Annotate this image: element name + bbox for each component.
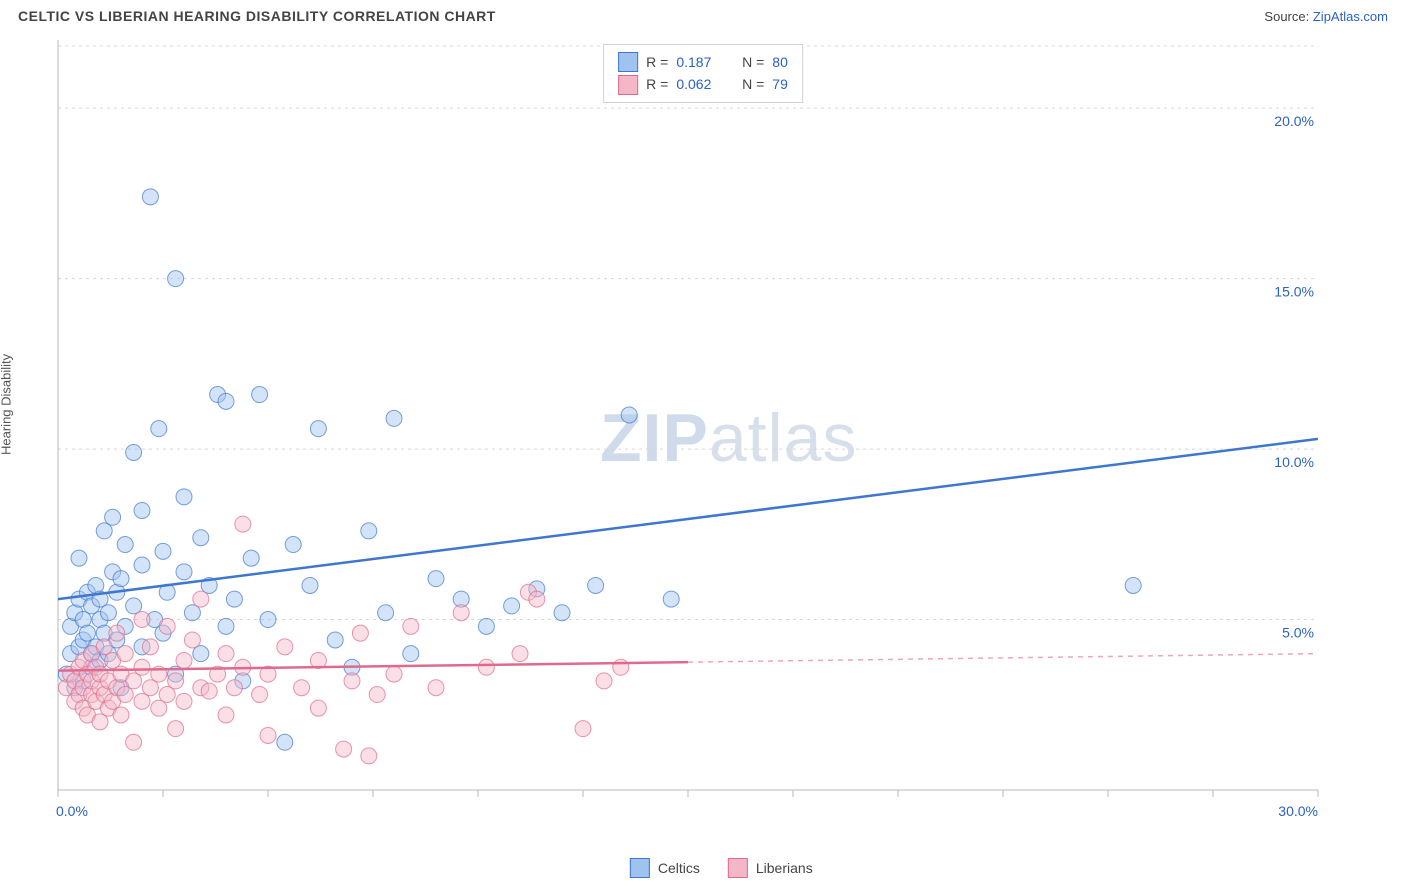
legend-r-value-0: 0.187 xyxy=(676,51,726,73)
chart-area: Hearing Disability ZIPatlas 5.0%10.0%15.… xyxy=(0,30,1406,880)
legend-row-celtics: R = 0.187 N = 80 xyxy=(618,51,788,73)
swatch-liberians xyxy=(618,75,638,95)
swatch-celtics xyxy=(618,52,638,72)
source-label: Source: xyxy=(1264,9,1309,24)
svg-text:10.0%: 10.0% xyxy=(1274,454,1314,470)
series-legend: Celtics Liberians xyxy=(630,858,813,878)
header: CELTIC VS LIBERIAN HEARING DISABILITY CO… xyxy=(0,0,1406,30)
chart-title: CELTIC VS LIBERIAN HEARING DISABILITY CO… xyxy=(18,8,496,24)
y-axis-label: Hearing Disability xyxy=(0,354,14,455)
legend-r-label-1: R = xyxy=(646,73,668,95)
svg-text:0.0%: 0.0% xyxy=(56,803,88,819)
legend-n-value-0: 80 xyxy=(772,51,788,73)
svg-text:5.0%: 5.0% xyxy=(1282,625,1314,641)
source-link[interactable]: ZipAtlas.com xyxy=(1313,9,1388,24)
legend-r-value-1: 0.062 xyxy=(676,73,726,95)
svg-text:30.0%: 30.0% xyxy=(1278,803,1318,819)
legend-item-celtics: Celtics xyxy=(630,858,700,878)
swatch-bottom-celtics xyxy=(630,858,650,878)
legend-label-liberians: Liberians xyxy=(756,860,813,876)
source-attribution: Source: ZipAtlas.com xyxy=(1264,9,1388,24)
legend-n-label-0: N = xyxy=(734,51,764,73)
legend-item-liberians: Liberians xyxy=(728,858,813,878)
correlation-legend: R = 0.187 N = 80 R = 0.062 N = 79 xyxy=(603,44,803,103)
legend-label-celtics: Celtics xyxy=(658,860,700,876)
scatter-plot: 5.0% 10.0% 15.0% 20.0% 0.0% 30.0% xyxy=(48,30,1388,850)
legend-r-label-0: R = xyxy=(646,51,668,73)
legend-row-liberians: R = 0.062 N = 79 xyxy=(618,73,788,95)
legend-n-value-1: 79 xyxy=(772,73,788,95)
legend-n-label-1: N = xyxy=(734,73,764,95)
swatch-bottom-liberians xyxy=(728,858,748,878)
svg-text:20.0%: 20.0% xyxy=(1274,113,1314,129)
svg-text:15.0%: 15.0% xyxy=(1274,284,1314,300)
